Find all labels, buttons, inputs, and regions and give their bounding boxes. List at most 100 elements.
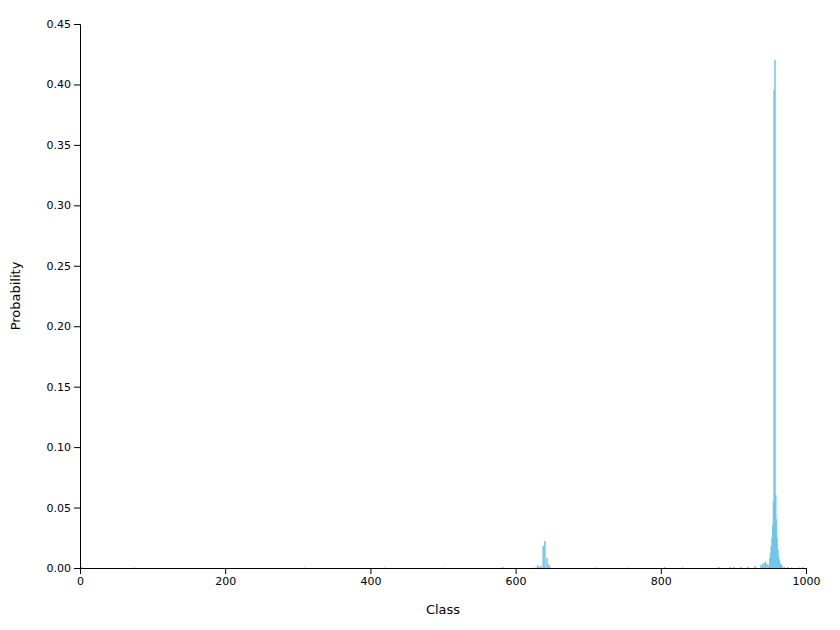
bar [729,567,730,568]
x-axis: 0 200 400 600 800 1000 [77,568,821,588]
bar [765,562,766,568]
bar [664,567,665,568]
x-tick-mark [516,568,517,574]
y-tick: 0.25 [47,260,81,273]
bar [775,495,776,568]
y-tick-mark [74,266,80,267]
x-tick-label: 0 [77,575,84,588]
x-tick: 800 [651,568,672,588]
bar [798,567,799,568]
y-tick: 0.45 [47,18,81,31]
y-tick: 0.05 [47,502,81,515]
bar [134,567,135,568]
y-tick-label: 0.20 [47,320,72,333]
bar [761,566,762,568]
x-axis-title: Class [426,602,460,617]
bar [784,567,785,568]
bar [780,563,781,568]
x-tick-label: 1000 [793,575,821,588]
bar [802,567,803,568]
bar [766,564,767,568]
x-tick-mark [225,568,226,574]
bar [546,558,547,568]
bar [544,541,545,568]
bar [502,567,503,568]
y-axis: 0.00 0.05 0.10 0.15 0.20 0.25 0.30 0.35 0.40 0.45 [47,18,81,575]
bar [774,60,775,568]
bar [628,567,629,568]
x-tick-mark [806,568,807,574]
bar [538,567,539,568]
bar [777,538,778,568]
y-tick-mark [74,387,80,388]
x-tick-label: 400 [360,575,381,588]
y-tick-mark [74,205,80,206]
bar [733,567,734,568]
x-tick: 0 [77,568,84,588]
y-tick: 0.15 [47,381,81,394]
bars [81,60,803,568]
y-tick-mark [74,568,80,569]
y-tick-label: 0.00 [47,562,72,575]
bar [537,566,538,568]
chart: 0 200 400 600 800 1000 0.00 0.05 0.10 0.15 0.20 0.2… [0,0,840,630]
y-tick-label: 0.25 [47,260,72,273]
y-tick-label: 0.35 [47,139,72,152]
bar [541,566,542,568]
bar [776,520,777,568]
y-tick-label: 0.40 [47,78,72,91]
bar [305,567,306,568]
x-axis-line [81,569,807,575]
bar [533,567,534,568]
bar [543,546,544,568]
bar [778,557,779,568]
x-tick: 200 [215,568,236,588]
x-tick-label: 200 [215,575,236,588]
bar [781,566,782,568]
bar [549,567,550,568]
bar [755,566,756,568]
bar [719,567,720,568]
bar [443,567,444,568]
y-tick-label: 0.15 [47,381,72,394]
x-tick: 400 [360,568,381,588]
y-tick-label: 0.05 [47,502,72,515]
y-tick-label: 0.45 [47,18,72,31]
y-tick-label: 0.10 [47,441,72,454]
x-tick-mark [370,568,371,574]
bar [682,567,683,568]
y-tick-mark [74,84,80,85]
x-tick-mark [661,568,662,574]
y-tick: 0.00 [47,562,81,575]
x-tick-label: 800 [651,575,672,588]
y-tick: 0.40 [47,78,81,91]
bar [81,567,82,568]
y-tick-label: 0.30 [47,199,72,212]
bar [762,564,763,568]
y-tick: 0.20 [47,320,81,333]
y-tick: 0.35 [47,139,81,152]
x-tick: 1000 [793,568,821,588]
bar [740,567,741,568]
bar [595,567,596,568]
y-tick-mark [74,145,80,146]
y-tick-mark [74,508,80,509]
x-tick-label: 600 [506,575,527,588]
y-tick-mark [74,447,80,448]
y-axis-line [74,25,81,569]
bar [780,564,781,568]
bar [385,567,386,568]
bar [787,567,788,568]
bar [548,564,549,568]
bar [764,563,765,568]
plot-area: 0 200 400 600 800 1000 0.00 0.05 0.10 0.15 0.20 0.2… [47,18,821,588]
bar [748,567,749,568]
x-tick: 600 [506,568,527,588]
y-tick: 0.30 [47,199,81,212]
y-tick-mark [74,326,80,327]
bar [779,561,780,568]
bar [768,566,769,568]
bar [782,567,783,568]
y-axis-title: Probability [8,261,23,330]
bar [777,550,778,568]
